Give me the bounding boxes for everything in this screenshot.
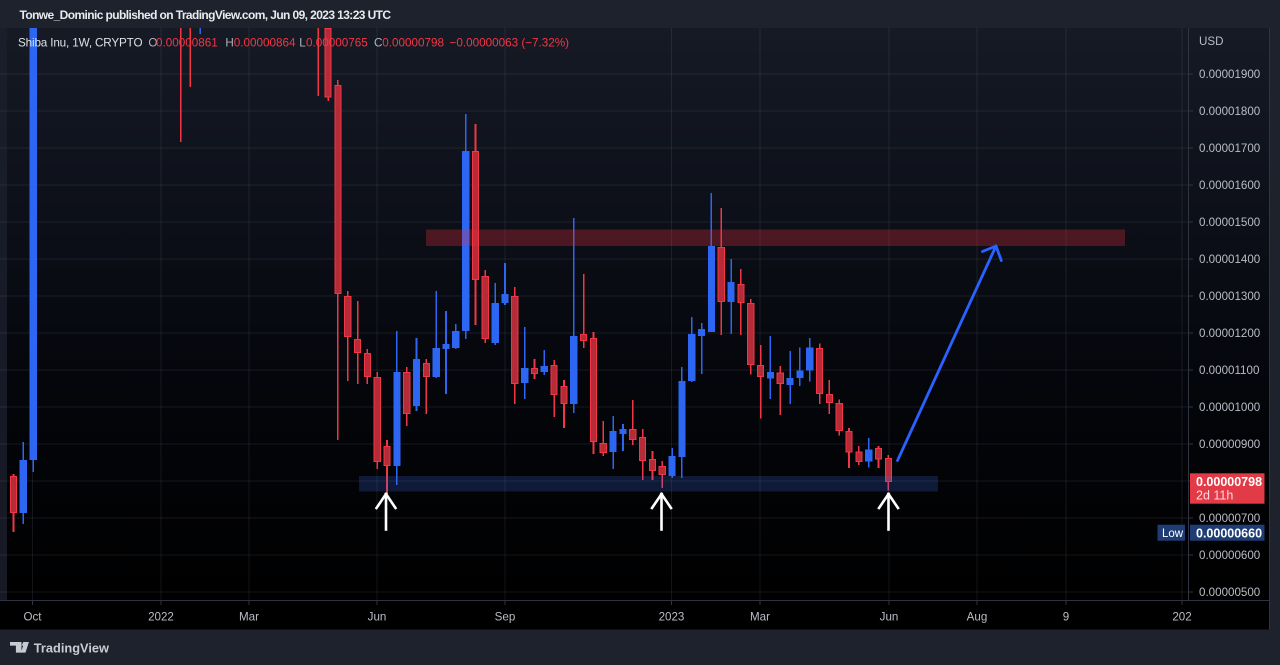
svg-text:0.00000500: 0.00000500 [1199,586,1260,599]
svg-text:9: 9 [1063,611,1069,624]
svg-text:Sep: Sep [495,611,516,624]
svg-text:0.00001100: 0.00001100 [1199,364,1259,377]
svg-text:Oct: Oct [23,611,42,624]
svg-text:0.00000798: 0.00000798 [382,37,444,50]
svg-text:0.00000798: 0.00000798 [1196,475,1262,489]
svg-text:Jun: Jun [368,611,387,624]
svg-text:H: H [225,37,233,50]
svg-text:Mar: Mar [239,611,259,624]
svg-text:0.00000700: 0.00000700 [1199,512,1260,525]
svg-text:0.00001400: 0.00001400 [1199,253,1260,266]
svg-text:0.00000765: 0.00000765 [306,37,368,50]
svg-text:2022: 2022 [148,611,174,624]
svg-text:0.00001000: 0.00001000 [1199,401,1260,414]
svg-text:0.00001500: 0.00001500 [1199,216,1260,229]
svg-text:0.00000861: 0.00000861 [156,37,218,50]
svg-text:C: C [374,37,382,50]
svg-text:L: L [299,37,306,50]
svg-text:0.00001300: 0.00001300 [1199,290,1260,303]
svg-text:Jun: Jun [880,611,899,624]
svg-text:0.00000660: 0.00000660 [1196,526,1262,540]
svg-text:USD: USD [1199,35,1223,48]
svg-text:0.00001700: 0.00001700 [1199,142,1260,155]
svg-text:TradingView: TradingView [34,640,109,655]
svg-text:2d 11h: 2d 11h [1196,489,1233,503]
svg-text:0.00001200: 0.00001200 [1199,327,1260,340]
svg-text:Tonwe_Dominic published on Tra: Tonwe_Dominic published on TradingView.c… [20,8,392,22]
svg-text:Mar: Mar [750,611,770,624]
svg-text:−0.00000063 (−7.32%): −0.00000063 (−7.32%) [450,37,570,50]
svg-text:202: 202 [1172,611,1191,624]
svg-text:Aug: Aug [967,611,988,624]
svg-text:Low: Low [1162,528,1184,540]
svg-text:0.00000600: 0.00000600 [1199,549,1260,562]
svg-text:0.00000900: 0.00000900 [1199,438,1260,451]
svg-text:2023: 2023 [659,611,685,624]
svg-text:0.00000864: 0.00000864 [234,37,296,50]
svg-text:O: O [148,37,157,50]
svg-text:Shiba Inu, 1W, CRYPTO: Shiba Inu, 1W, CRYPTO [18,37,142,50]
svg-text:0.00001900: 0.00001900 [1199,68,1260,81]
svg-text:0.00001800: 0.00001800 [1199,105,1260,118]
svg-text:0.00001600: 0.00001600 [1199,179,1260,192]
